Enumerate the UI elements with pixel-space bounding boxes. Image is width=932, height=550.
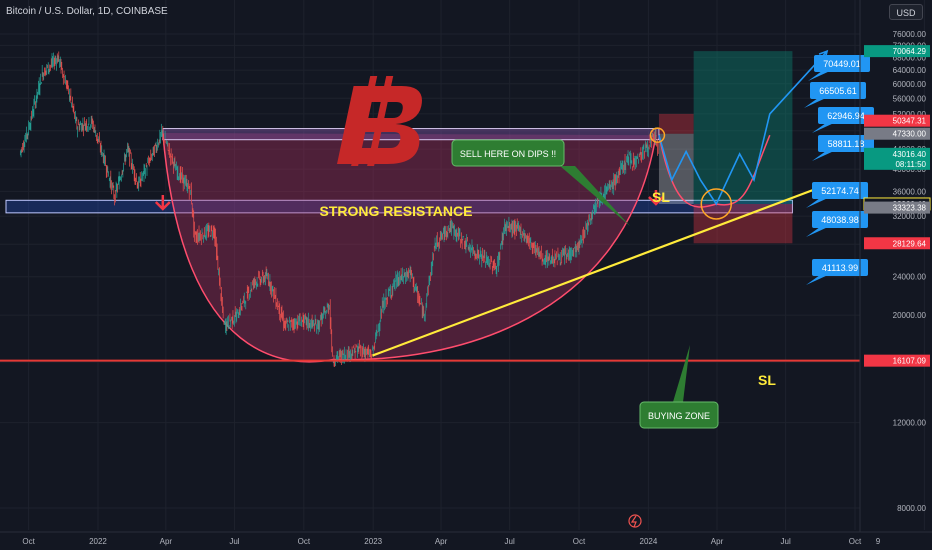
price-axis-tick: 36000.00 bbox=[893, 187, 927, 196]
price-axis-label: 28129.64 bbox=[893, 239, 927, 248]
target-label-text: 48038.98 bbox=[821, 215, 859, 225]
buy-stop-box bbox=[693, 203, 793, 244]
buy-target-box bbox=[693, 51, 793, 204]
price-axis-tick: 56000.00 bbox=[893, 94, 927, 103]
price-axis-tick: 60000.00 bbox=[893, 80, 927, 89]
price-axis-tick: 20000.00 bbox=[893, 311, 927, 320]
price-axis-label-box bbox=[864, 201, 930, 214]
lightning-icon bbox=[628, 514, 642, 528]
price-axis-tick: 68000.00 bbox=[893, 53, 927, 62]
time-axis-tick: Oct bbox=[849, 537, 862, 546]
time-axis-tick: 9 bbox=[876, 537, 881, 546]
target-label-pointer bbox=[812, 151, 834, 161]
price-axis-label-box bbox=[864, 127, 930, 140]
buy-callout-text: BUYING ZONE bbox=[648, 411, 710, 421]
buy-point-circle bbox=[700, 188, 733, 220]
chart-title: Bitcoin / U.S. Dollar, 1D, COINBASE bbox=[6, 6, 168, 17]
target-label-text: 66505.61 bbox=[819, 86, 857, 96]
lightning-icon-bolt bbox=[630, 515, 637, 528]
grid-lines bbox=[0, 0, 925, 530]
buy-callout-box bbox=[639, 401, 719, 429]
target-label-text: 62946.94 bbox=[827, 111, 865, 121]
price-axis-label: 16107.09 bbox=[893, 357, 927, 366]
price-axis-tick: 8000.00 bbox=[897, 504, 926, 513]
sell-target-box bbox=[658, 133, 694, 204]
target-label-pointer bbox=[812, 123, 834, 133]
target-label-pointer bbox=[806, 227, 828, 237]
target-label-box bbox=[812, 182, 868, 199]
trend-line bbox=[372, 181, 833, 357]
sell-stop-box bbox=[658, 113, 694, 134]
price-axis-label: 50347.31 bbox=[893, 117, 927, 126]
time-axis-tick: Apr bbox=[711, 537, 724, 546]
price-axis-tick: 76000.00 bbox=[893, 30, 927, 39]
price-axis-label: 43016.40 bbox=[893, 150, 927, 159]
target-label-pointer bbox=[808, 71, 830, 81]
price-axis-label-box bbox=[864, 237, 930, 250]
target-label-text: 58811.18 bbox=[828, 139, 865, 149]
target-label-box bbox=[812, 211, 868, 228]
target-label-text: 41113.99 bbox=[822, 263, 858, 273]
projection-path bbox=[658, 50, 828, 206]
price-axis-tick: 24000.00 bbox=[893, 273, 927, 282]
price-axis-label-box bbox=[864, 45, 930, 58]
cup-fill bbox=[162, 132, 656, 362]
target-label-pointer bbox=[806, 275, 828, 285]
strong-resistance-label: STRONG RESISTANCE bbox=[320, 203, 473, 219]
time-axis-tick: Oct bbox=[298, 537, 311, 546]
price-axis-tick: 52000.00 bbox=[893, 110, 927, 119]
time-axis-tick: Oct bbox=[573, 537, 586, 546]
time-axis-tick: 2023 bbox=[364, 537, 382, 546]
time-axis-tick: Jul bbox=[505, 537, 515, 546]
price-axis-label: 47330.00 bbox=[893, 130, 927, 139]
sl-bottom-label: SL bbox=[758, 372, 776, 388]
candles bbox=[19, 51, 659, 367]
price-axis-tick: 64000.00 bbox=[893, 66, 927, 75]
time-axis-tick: 2022 bbox=[89, 537, 107, 546]
price-axis-label-box bbox=[864, 147, 930, 170]
price-axis-label: 70064.29 bbox=[893, 47, 927, 56]
target-label-box bbox=[812, 259, 868, 276]
target-label-box bbox=[814, 55, 870, 72]
time-axis-tick: Jul bbox=[781, 537, 791, 546]
price-axis-label: 33323.38 bbox=[893, 204, 927, 213]
target-label-pointer bbox=[806, 198, 828, 208]
target-label-pointer bbox=[804, 98, 826, 108]
down-arrow-left bbox=[154, 195, 171, 211]
time-axis-tick: 2024 bbox=[640, 537, 658, 546]
time-axis-tick: Apr bbox=[160, 537, 173, 546]
price-axis-tick: 32000.00 bbox=[893, 212, 927, 221]
target-label-text: 70449.01 bbox=[823, 59, 861, 69]
target-label-box bbox=[810, 82, 866, 99]
currency-button[interactable]: USD bbox=[889, 4, 923, 20]
buy-callout-pointer bbox=[673, 345, 690, 402]
sell-callout-pointer bbox=[560, 166, 630, 226]
price-axis-tick: 12000.00 bbox=[893, 419, 927, 428]
time-axis-tick: Oct bbox=[22, 537, 35, 546]
time-axis-tick: Jul bbox=[229, 537, 239, 546]
target-label-text: 52174.74 bbox=[821, 186, 859, 196]
price-axis-label-box bbox=[864, 114, 930, 127]
lightning-icon-circle bbox=[628, 514, 642, 528]
sl-top-label: SL bbox=[652, 189, 670, 205]
sell-point-circle bbox=[649, 127, 666, 143]
sell-callout-text: SELL HERE ON DIPS !! bbox=[460, 149, 556, 159]
time-axis-tick: Apr bbox=[435, 537, 448, 546]
price-axis-countdown: 08:11:50 bbox=[895, 160, 926, 169]
price-axis-label-box bbox=[864, 354, 930, 367]
logo-b bbox=[337, 86, 422, 164]
down-arrow-right bbox=[648, 190, 664, 206]
bitcoin-logo bbox=[337, 76, 422, 166]
sell-callout-box bbox=[451, 139, 565, 167]
